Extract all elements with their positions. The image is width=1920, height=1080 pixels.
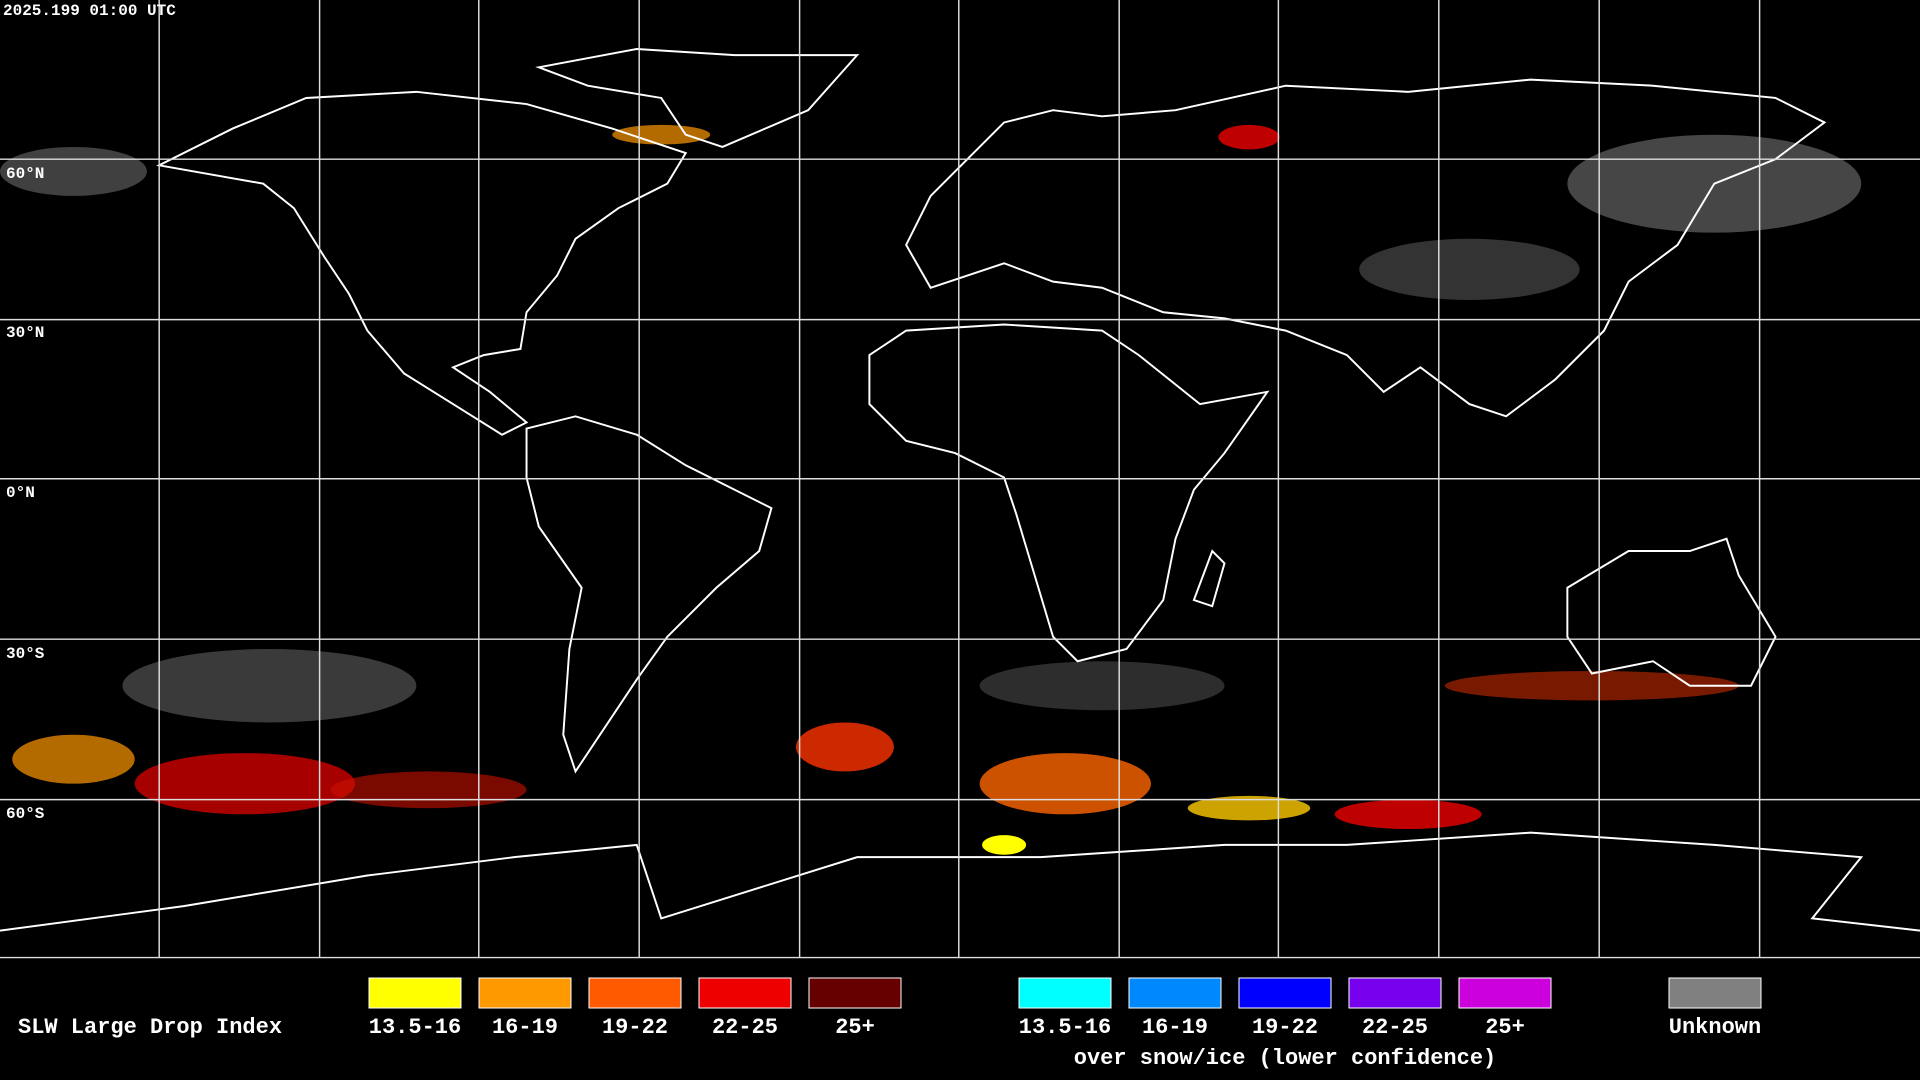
cloud-patch [122,648,417,723]
south-america [525,415,773,774]
graticule [0,0,1920,959]
legend-label: 25+ [835,1015,875,1040]
cloud-patch [1334,799,1482,829]
cloud-patch [612,124,711,145]
legend-swatch [1348,977,1442,1009]
greenland [535,47,860,148]
cloud-patch [330,771,527,809]
coastlines [0,47,1920,932]
latitude-label: 30°N [6,324,44,342]
legend-label: 19-22 [602,1015,668,1040]
legend-swatch [1668,977,1762,1009]
legend-swatch [1018,977,1112,1009]
map-layer [0,0,1920,959]
latitude-label: 60°N [6,165,44,183]
cloud-patch [1444,671,1739,701]
australia [1566,537,1777,687]
cloud-patch [12,734,135,784]
cloud-patch [134,753,356,815]
cloud-patch [1218,124,1280,150]
legend-label: 13.5-16 [369,1015,461,1040]
legend-label: 16-19 [492,1015,558,1040]
legend-title: SLW Large Drop Index [18,1015,282,1040]
legend-label: 22-25 [1362,1015,1428,1040]
africa [868,323,1270,663]
latitude-label: 0°N [6,484,35,502]
legend-swatch [1238,977,1332,1009]
legend-swatch [588,977,682,1009]
cloud-patch [982,835,1027,855]
cloud-patch [795,722,894,772]
legend-swatch [808,977,902,1009]
cloud-patch [1359,238,1580,301]
legend-swatch [1458,977,1552,1009]
legend-label: 16-19 [1142,1015,1208,1040]
cloud-patch [1187,795,1311,821]
legend-swatch [698,977,792,1009]
legend-swatch [1128,977,1222,1009]
madagascar [1192,549,1226,608]
eurasia [905,78,1827,418]
snow-caption: over snow/ice (lower confidence) [1074,1046,1496,1071]
latitude-label: 60°S [6,805,45,823]
cloud-patch [979,753,1152,815]
legend-swatch [478,977,572,1009]
legend-label: 22-25 [712,1015,778,1040]
antarctica [0,831,1920,932]
cloud-patch [979,661,1225,711]
timestamp: 2025.199 01:00 UTC [3,2,176,20]
legend-swatch [368,977,462,1009]
legend-label: Unknown [1669,1015,1761,1040]
north-america [156,90,688,436]
latitude-label: 30°S [6,645,45,663]
legend-label: 25+ [1485,1015,1525,1040]
legend-label: 19-22 [1252,1015,1318,1040]
legend-label: 13.5-16 [1019,1015,1111,1040]
